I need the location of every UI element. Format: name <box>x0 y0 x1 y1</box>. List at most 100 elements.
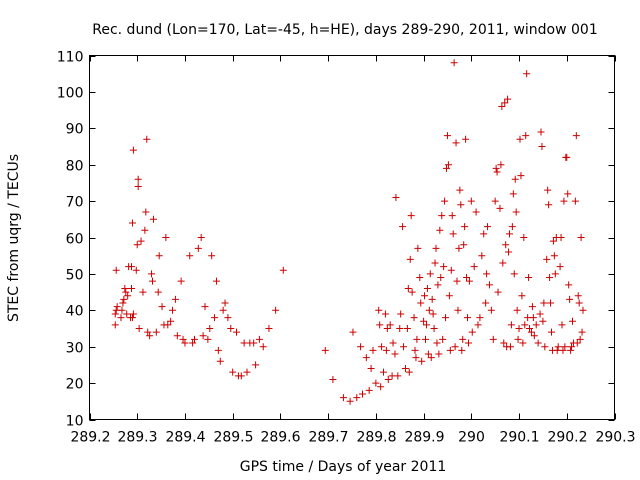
x-tick-label: 289.6 <box>260 430 300 446</box>
data-point <box>569 317 576 325</box>
data-point <box>519 339 527 347</box>
data-point <box>424 350 432 358</box>
x-tick-label: 290.1 <box>499 430 539 446</box>
data-point <box>426 270 434 278</box>
data-point <box>423 284 431 292</box>
data-point <box>487 306 495 314</box>
data-points <box>111 59 587 405</box>
data-point <box>359 390 366 398</box>
x-tick-label: 290.2 <box>547 430 587 446</box>
data-point <box>158 303 166 311</box>
data-point <box>563 153 571 161</box>
data-point <box>561 343 569 351</box>
data-point <box>201 303 209 311</box>
y-tick-labels: 10 20 30 40 50 60 70 80 90 100 110 <box>57 50 84 430</box>
data-point <box>548 328 555 336</box>
data-point <box>523 70 531 78</box>
data-point <box>391 350 399 358</box>
data-point <box>575 299 583 307</box>
data-point <box>367 365 375 373</box>
data-point <box>154 288 162 296</box>
data-point <box>372 379 380 387</box>
data-point <box>499 259 507 267</box>
data-point <box>543 255 551 263</box>
data-point <box>362 354 370 362</box>
x-tick-labels: 289.2 289.3 289.4 289.5 289.6 289.7 289.8 289.9… <box>70 430 635 446</box>
data-point <box>353 394 361 402</box>
data-point <box>197 234 205 241</box>
data-point <box>498 102 506 110</box>
data-point <box>135 325 143 332</box>
data-point <box>497 161 505 169</box>
data-point <box>146 332 154 340</box>
data-point <box>485 281 493 289</box>
data-point <box>149 277 156 285</box>
data-point <box>420 317 428 325</box>
data-point <box>233 328 240 336</box>
data-point <box>128 284 135 292</box>
data-point <box>376 321 384 329</box>
data-point <box>464 314 471 322</box>
data-point <box>400 343 408 351</box>
data-point <box>573 339 581 347</box>
data-point <box>442 314 450 322</box>
data-point <box>403 325 411 332</box>
data-point <box>406 255 414 263</box>
data-point <box>560 197 568 205</box>
data-point <box>329 375 337 383</box>
data-point <box>557 234 565 241</box>
data-point <box>491 197 499 205</box>
data-point <box>148 270 156 278</box>
data-point <box>392 193 400 201</box>
data-point <box>144 328 152 336</box>
data-point <box>123 310 131 318</box>
x-tick-label: 289.4 <box>165 430 205 446</box>
data-point <box>206 325 214 332</box>
data-point <box>167 317 175 325</box>
data-point <box>369 346 377 354</box>
data-point <box>522 132 530 140</box>
data-point <box>142 208 150 216</box>
axis-ticks <box>89 55 616 421</box>
data-point <box>462 135 470 143</box>
data-point <box>433 339 441 347</box>
data-point <box>506 230 513 238</box>
data-point <box>571 197 579 205</box>
y-tick-label: 50 <box>66 268 84 284</box>
data-point <box>219 306 227 314</box>
data-point <box>121 284 129 292</box>
x-tick-label: 290 <box>458 430 485 446</box>
data-point <box>554 343 562 351</box>
data-point <box>408 288 416 296</box>
data-point <box>208 252 216 260</box>
data-point <box>177 277 185 285</box>
data-point <box>410 314 418 322</box>
y-tick-label: 100 <box>57 86 84 102</box>
data-point <box>430 325 438 332</box>
data-point <box>119 299 127 307</box>
data-point <box>133 241 141 249</box>
data-point <box>441 197 449 205</box>
data-point <box>517 172 525 180</box>
data-point <box>405 368 413 376</box>
data-point <box>464 339 472 347</box>
data-point <box>227 325 235 332</box>
data-point <box>407 212 415 220</box>
data-point <box>496 204 504 212</box>
data-point <box>463 274 471 282</box>
data-point <box>484 223 492 231</box>
x-tick-label: 289.3 <box>117 430 157 446</box>
data-point <box>454 306 462 314</box>
data-point <box>179 335 187 343</box>
data-point <box>518 292 526 300</box>
data-point <box>381 310 389 318</box>
data-point <box>111 321 119 329</box>
data-point <box>520 234 528 241</box>
data-point <box>171 295 179 303</box>
y-axis-label: STEC from uqrg / TECUs <box>6 154 22 322</box>
data-point <box>447 266 455 274</box>
data-point <box>443 132 451 140</box>
data-point <box>514 335 522 343</box>
data-point <box>431 259 439 267</box>
